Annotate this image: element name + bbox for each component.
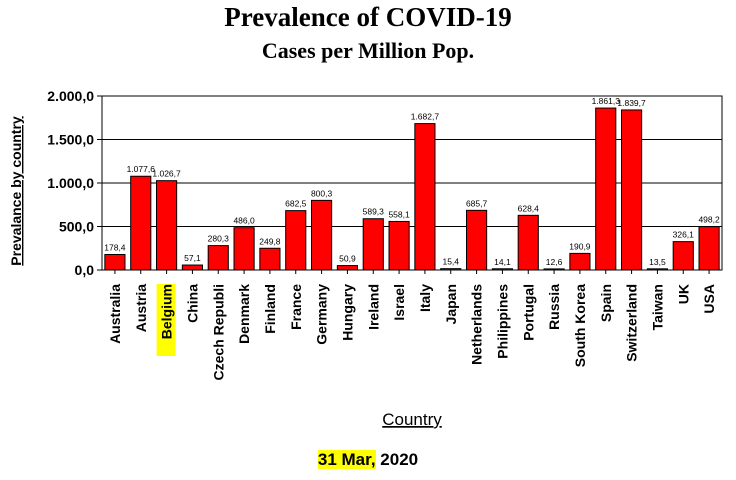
y-tick-label: 500,0	[59, 219, 94, 235]
bar	[285, 210, 307, 271]
bar	[207, 245, 229, 271]
value-label: 326,1	[673, 230, 695, 240]
category-label: Australia	[107, 284, 123, 344]
bar	[336, 265, 358, 271]
value-label: 15,4	[442, 257, 459, 267]
value-label: 628,4	[518, 203, 540, 213]
value-label: 685,7	[466, 198, 488, 208]
bar	[104, 253, 126, 271]
category-label: Austria	[133, 284, 149, 332]
date-highlight: 31 Mar,	[317, 450, 376, 469]
bar	[362, 218, 384, 271]
y-tick-label: 1.000,0	[47, 175, 94, 191]
value-label: 1.839,7	[617, 98, 646, 108]
bar	[672, 241, 694, 271]
value-label: 589,3	[363, 207, 385, 217]
value-label: 12,6	[546, 257, 563, 267]
value-label: 498,2	[698, 215, 720, 225]
category-label: Japan	[443, 284, 459, 324]
value-label: 190,9	[569, 241, 591, 251]
category-label: France	[288, 284, 304, 330]
bar	[543, 268, 565, 271]
y-axis-label: Prevalance by country	[8, 116, 24, 266]
bar	[414, 123, 436, 271]
category-label: Germany	[314, 284, 330, 345]
bar	[156, 180, 178, 271]
category-label: Netherlands	[469, 284, 485, 365]
category-label: UK	[675, 284, 691, 304]
value-label: 13,5	[649, 257, 666, 267]
value-label: 558,1	[388, 209, 410, 219]
value-label: 800,3	[311, 188, 333, 198]
value-label: 682,5	[285, 199, 307, 209]
value-label: 249,8	[259, 236, 281, 246]
value-label: 14,1	[494, 257, 511, 267]
bar	[311, 199, 333, 271]
category-label: South Korea	[572, 284, 588, 367]
value-label: 1.077,6	[127, 164, 156, 174]
category-label: Finland	[262, 284, 278, 334]
value-label: 1.861,3	[592, 96, 621, 106]
category-label: Denmark	[236, 284, 252, 344]
bar	[388, 220, 410, 271]
bar	[646, 268, 668, 271]
category-label: Spain	[598, 284, 614, 322]
date-year: 2020	[380, 450, 419, 469]
category-highlight	[156, 284, 176, 356]
category-label: Italy	[417, 284, 433, 312]
category-label: Czech Republi	[210, 284, 226, 380]
category-label: Israel	[391, 284, 407, 321]
category-label: Hungary	[339, 284, 355, 341]
bar	[466, 209, 488, 271]
value-label: 280,3	[208, 234, 230, 244]
y-tick-label: 0,0	[75, 262, 95, 278]
category-label: Switzerland	[624, 284, 640, 362]
chart-title: Prevalence of COVID-19	[224, 2, 512, 32]
value-label: 1.026,7	[152, 169, 181, 179]
bar	[569, 252, 591, 271]
bar	[595, 107, 617, 271]
category-label: USA	[701, 284, 717, 314]
category-label: Philippines	[494, 284, 510, 359]
bar	[440, 268, 462, 271]
bar	[491, 268, 513, 271]
bar	[181, 264, 203, 271]
y-tick-label: 1.500,0	[47, 132, 94, 148]
bar	[259, 247, 281, 271]
value-label: 178,4	[104, 242, 126, 252]
value-label: 57,1	[184, 253, 201, 263]
bar	[621, 109, 643, 271]
plot-area	[101, 95, 723, 271]
chart-subtitle: Cases per Million Pop.	[261, 38, 475, 63]
category-label: China	[184, 284, 200, 323]
bar	[698, 226, 720, 271]
category-label: Portugal	[520, 284, 536, 341]
value-label: 50,9	[339, 254, 356, 264]
bar	[130, 175, 152, 271]
bar	[517, 214, 539, 271]
category-label: Ireland	[365, 284, 381, 330]
category-label: Taiwan	[649, 284, 665, 330]
y-tick-label: 2.000,0	[47, 88, 94, 104]
x-axis-label: Country	[382, 410, 442, 429]
category-label: Russia	[546, 284, 562, 330]
category-label: Belgium	[159, 284, 175, 339]
bar	[233, 227, 255, 271]
value-label: 486,0	[233, 216, 255, 226]
date-footer: 31 Mar, 2020	[0, 450, 736, 470]
value-label: 1.682,7	[411, 112, 440, 122]
